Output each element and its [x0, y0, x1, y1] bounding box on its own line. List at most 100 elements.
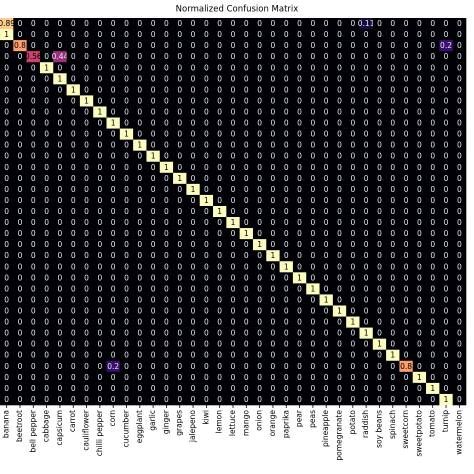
cell: [359, 62, 374, 74]
cell-value: 0: [18, 207, 23, 216]
cell: [412, 106, 427, 118]
cell: [426, 294, 440, 306]
cell: [452, 18, 467, 30]
cell-value: 1: [257, 240, 262, 249]
cell-value: 0: [31, 174, 36, 183]
cell: [332, 128, 347, 140]
cell: [346, 62, 360, 74]
cell-value: 0: [457, 19, 462, 28]
cell: [133, 338, 147, 351]
cell: [359, 161, 374, 174]
cell-value: 0: [137, 185, 142, 194]
cell: [279, 338, 294, 351]
cell-value: 0: [217, 251, 222, 260]
cell-value: 0: [377, 52, 382, 61]
cell: [159, 250, 174, 262]
cell: [53, 40, 67, 52]
cell: [306, 40, 320, 52]
cell-value: 0: [137, 207, 142, 216]
cell: [239, 139, 254, 151]
x-tick-label: cabbage: [42, 410, 51, 443]
cell-value: 0: [84, 373, 89, 382]
cell: [39, 73, 54, 85]
cell-value: 0: [58, 229, 63, 238]
cell-value: 0: [377, 63, 382, 72]
cell-value: 0: [164, 130, 169, 139]
cell-value: 0: [257, 119, 262, 128]
cell: [53, 360, 67, 373]
cell: [386, 283, 400, 295]
cell-value: 0: [71, 373, 76, 382]
cell: [386, 393, 400, 406]
cell-value: 0: [271, 373, 276, 382]
cell-value: 0: [177, 185, 182, 194]
cell-value: 0: [417, 284, 422, 293]
cell-value: 0: [18, 351, 23, 360]
cell: [106, 139, 121, 151]
cell: [199, 316, 214, 328]
cell-value: 0: [457, 373, 462, 382]
cell-value: 0: [44, 107, 49, 116]
cell: [199, 95, 214, 107]
cell: [452, 250, 467, 262]
cell-value: 0: [271, 318, 276, 327]
cell-value: 0: [31, 329, 36, 338]
cell-value: 0: [124, 329, 129, 338]
cell: [332, 338, 347, 351]
cell: [26, 84, 41, 96]
cell: [372, 117, 387, 129]
cell: [399, 51, 414, 63]
cell: [186, 117, 201, 129]
cell-value: 0: [177, 307, 182, 316]
cell-value: 0: [377, 119, 382, 128]
cell: [266, 62, 280, 74]
cell: [186, 261, 201, 273]
cell: [26, 360, 41, 373]
cell: [199, 18, 214, 30]
cell: [346, 261, 360, 273]
cell-value: 0: [337, 196, 342, 205]
cell-value: 0: [204, 307, 209, 316]
cell: [13, 183, 27, 196]
cell-value: 0: [350, 284, 355, 293]
cell: [359, 73, 374, 85]
cell-value: 0: [284, 141, 289, 150]
cell: [119, 294, 134, 306]
cell-value: 0: [18, 141, 23, 150]
cell-value: 0: [337, 174, 342, 183]
cell: [426, 393, 440, 406]
cell: [359, 305, 374, 317]
cell-value: 0: [84, 229, 89, 238]
cell-value: 0: [271, 19, 276, 28]
cell: [332, 294, 347, 306]
cell-value: 0: [71, 119, 76, 128]
cell: [146, 106, 161, 118]
cell-value: 0: [257, 373, 262, 382]
cell: [53, 338, 67, 351]
cell: [53, 393, 67, 406]
cell: [292, 139, 307, 151]
cell: [319, 139, 334, 151]
cell-value: 0: [177, 251, 182, 260]
cell: [372, 338, 387, 351]
cell-value: 0: [257, 307, 262, 316]
cell: [186, 272, 201, 284]
cell: [199, 283, 214, 295]
cell-value: 0.56: [25, 52, 42, 61]
cell: [439, 128, 453, 140]
cell: [386, 261, 400, 273]
cell: [266, 51, 280, 63]
cell: [319, 371, 334, 384]
cell: [279, 161, 294, 174]
cell: [133, 272, 147, 284]
cell: [426, 117, 440, 129]
cell: [146, 51, 161, 63]
cell: [239, 40, 254, 52]
cell-value: 0: [244, 307, 249, 316]
cell-value: 0: [137, 130, 142, 139]
cell: [146, 217, 161, 229]
cell: [372, 316, 387, 328]
cell: [346, 316, 360, 328]
cell-value: 0: [137, 240, 142, 249]
cell: [26, 250, 41, 262]
